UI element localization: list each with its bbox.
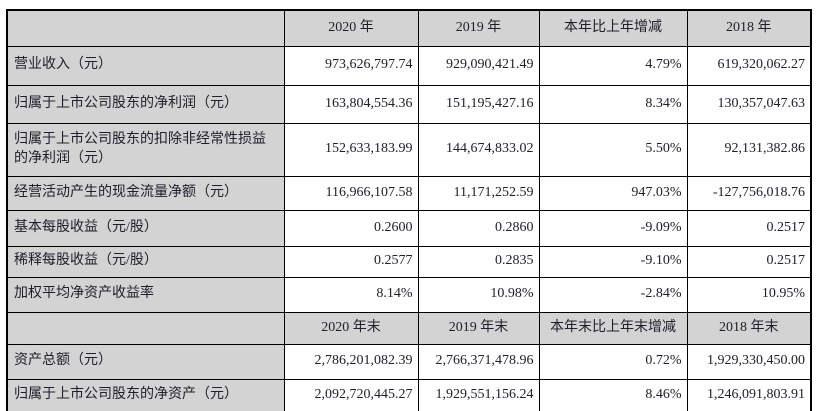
header-2020: 2020 年 <box>283 9 419 47</box>
value-change: -9.10% <box>538 245 688 278</box>
value-change: 8.46% <box>538 378 688 411</box>
value-2018: 1,929,330,450.00 <box>686 343 812 380</box>
value-2019: 1,929,551,156.24 <box>417 378 540 411</box>
value-change: -9.09% <box>538 209 688 247</box>
value-change: 8.34% <box>538 84 688 124</box>
table-row-revenue: 营业收入（元） 973,626,797.74 929,090,421.49 4.… <box>6 45 812 86</box>
value-2019: 0.2860 <box>417 209 540 247</box>
endofperiod-header-row: 2020 年末 2019 年末 本年末比上年末增减 2018 年末 <box>6 311 812 345</box>
value-2020: 152,633,183.99 <box>283 122 419 177</box>
value-2020: 2,092,720,445.27 <box>283 378 419 411</box>
row-label: 营业收入（元） <box>6 45 285 86</box>
header-yoy-change: 本年比上年增减 <box>538 9 688 47</box>
value-2019: 10.98% <box>417 276 540 313</box>
value-2018: 619,320,062.27 <box>686 45 812 86</box>
value-change: 5.50% <box>538 122 688 177</box>
header-2019-end: 2019 年末 <box>417 311 540 345</box>
value-2018: 92,131,382.86 <box>686 122 812 177</box>
table-row-net-profit: 归属于上市公司股东的净利润（元） 163,804,554.36 151,195,… <box>6 84 812 124</box>
value-2018: 10.95% <box>686 276 812 313</box>
row-label: 归属于上市公司股东的扣除非经常性损益的净利润（元） <box>6 122 285 177</box>
header-2018: 2018 年 <box>686 9 812 47</box>
financial-summary-table: 2020 年 2019 年 本年比上年增减 2018 年 营业收入（元） 973… <box>6 9 812 411</box>
blank-header-cell <box>6 9 285 47</box>
value-2018: -127,756,018.76 <box>686 175 812 211</box>
table-row-basic-eps: 基本每股收益（元/股） 0.2600 0.2860 -9.09% 0.2517 <box>6 209 812 247</box>
value-2020: 0.2600 <box>283 209 419 247</box>
value-change: 947.03% <box>538 175 688 211</box>
value-change: 4.79% <box>538 45 688 86</box>
header-2019: 2019 年 <box>417 9 540 47</box>
table-row-operating-cash-flow: 经营活动产生的现金流量净额（元） 116,966,107.58 11,171,2… <box>6 175 812 211</box>
table-row-weighted-avg-roe: 加权平均净资产收益率 8.14% 10.98% -2.84% 10.95% <box>6 276 812 313</box>
blank-header-cell <box>6 311 285 345</box>
row-label: 资产总额（元） <box>6 343 285 380</box>
table-row-diluted-eps: 稀释每股收益（元/股） 0.2577 0.2835 -9.10% 0.2517 <box>6 245 812 278</box>
row-label: 经营活动产生的现金流量净额（元） <box>6 175 285 211</box>
value-2018: 0.2517 <box>686 245 812 278</box>
value-2020: 116,966,107.58 <box>283 175 419 211</box>
value-2019: 11,171,252.59 <box>417 175 540 211</box>
table-row-total-assets: 资产总额（元） 2,786,201,082.39 2,766,371,478.9… <box>6 343 812 380</box>
value-2020: 2,786,201,082.39 <box>283 343 419 380</box>
value-2019: 151,195,427.16 <box>417 84 540 124</box>
value-2020: 973,626,797.74 <box>283 45 419 86</box>
header-2020-end: 2020 年末 <box>283 311 419 345</box>
value-2019: 0.2835 <box>417 245 540 278</box>
value-2019: 929,090,421.49 <box>417 45 540 86</box>
row-label: 加权平均净资产收益率 <box>6 276 285 313</box>
row-label: 归属于上市公司股东的净资产（元） <box>6 378 285 411</box>
value-2020: 163,804,554.36 <box>283 84 419 124</box>
row-label: 归属于上市公司股东的净利润（元） <box>6 84 285 124</box>
value-2018: 0.2517 <box>686 209 812 247</box>
value-2019: 2,766,371,478.96 <box>417 343 540 380</box>
value-2019: 144,674,833.02 <box>417 122 540 177</box>
value-2020: 0.2577 <box>283 245 419 278</box>
value-2018: 130,357,047.63 <box>686 84 812 124</box>
value-2018: 1,246,091,803.91 <box>686 378 812 411</box>
period-header-row: 2020 年 2019 年 本年比上年增减 2018 年 <box>6 9 812 47</box>
value-change: -2.84% <box>538 276 688 313</box>
header-end-change: 本年末比上年末增减 <box>538 311 688 345</box>
value-change: 0.72% <box>538 343 688 380</box>
row-label: 稀释每股收益（元/股） <box>6 245 285 278</box>
value-2020: 8.14% <box>283 276 419 313</box>
table-row-net-profit-excl-nonrecurring: 归属于上市公司股东的扣除非经常性损益的净利润（元） 152,633,183.99… <box>6 122 812 177</box>
table-row-net-assets: 归属于上市公司股东的净资产（元） 2,092,720,445.27 1,929,… <box>6 378 812 411</box>
header-2018-end: 2018 年末 <box>686 311 812 345</box>
row-label: 基本每股收益（元/股） <box>6 209 285 247</box>
